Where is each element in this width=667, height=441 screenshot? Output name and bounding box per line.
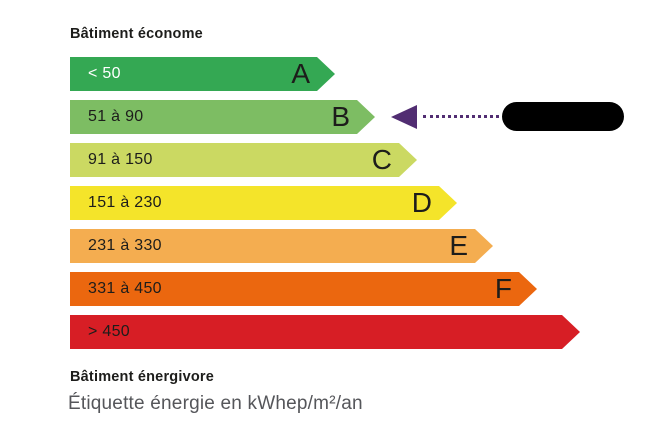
redacted-value [502, 102, 624, 131]
energy-class-range: 231 à 330 [88, 237, 162, 254]
energy-class-row: 51 à 90 B [70, 100, 624, 134]
energy-class-range: > 450 [88, 323, 130, 340]
energy-class-bar: 231 à 330 E [70, 229, 493, 263]
energy-class-bar: 331 à 450 F [70, 272, 537, 306]
energy-class-range: 91 à 150 [88, 151, 153, 168]
energy-class-letter: B [331, 101, 350, 132]
chart-caption: Étiquette énergie en kWhep/m²/an [68, 393, 363, 414]
selection-dotted-line [423, 115, 499, 118]
energy-class-letter: E [449, 230, 468, 261]
energy-class-row: 331 à 450 F [70, 272, 597, 306]
selection-arrow-icon [391, 105, 417, 129]
energy-class-range: 151 à 230 [88, 194, 162, 211]
scale-energivore-label: Bâtiment énergivore [70, 369, 215, 385]
scale-economical-label: Bâtiment économe [70, 26, 203, 42]
energy-class-bar: 151 à 230 D [70, 186, 457, 220]
energy-class-row: 151 à 230 D [70, 186, 597, 220]
energy-class-bar: > 450 G [70, 315, 580, 349]
energy-class-row: < 50 A [70, 57, 597, 91]
energy-class-bar: < 50 A [70, 57, 335, 91]
energy-class-letter: C [371, 144, 392, 175]
energy-class-row: 231 à 330 E [70, 229, 597, 263]
energy-class-range: 51 à 90 [88, 108, 144, 125]
energy-class-letter: A [291, 58, 310, 89]
energy-class-bar: 51 à 90 B [70, 100, 375, 134]
energy-class-letter: F [494, 273, 512, 304]
energy-class-row: > 450 G [70, 315, 597, 349]
energy-bars: < 50 A 51 à 90 B 91 à 150 C 151 à 230 D … [70, 57, 624, 349]
energy-class-range: 331 à 450 [88, 280, 162, 297]
energy-class-letter: D [411, 187, 432, 218]
energy-class-row: 91 à 150 C [70, 143, 597, 177]
energy-class-bar: 91 à 150 C [70, 143, 417, 177]
energy-class-range: < 50 [88, 65, 121, 82]
